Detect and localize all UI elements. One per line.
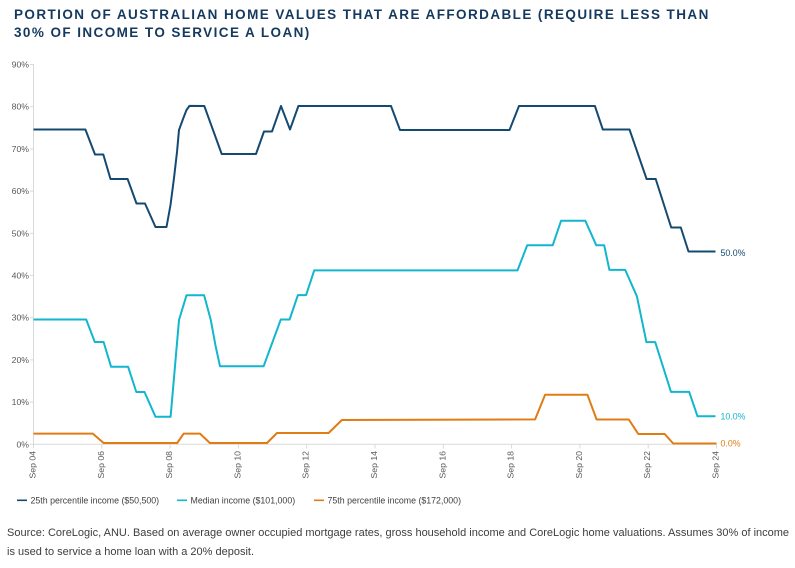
svg-text:20%: 20% — [12, 355, 30, 365]
svg-text:Sep 04: Sep 04 — [28, 451, 38, 479]
svg-text:Sep 18: Sep 18 — [506, 451, 516, 479]
svg-text:70%: 70% — [12, 144, 30, 154]
svg-text:75th percentile income ($172,0: 75th percentile income ($172,000) — [328, 495, 462, 505]
svg-text:25th percentile income ($50,50: 25th percentile income ($50,500) — [31, 495, 160, 505]
svg-text:90%: 90% — [12, 60, 30, 70]
svg-text:Sep 22: Sep 22 — [642, 451, 652, 479]
svg-text:80%: 80% — [12, 102, 30, 112]
svg-text:0.0%: 0.0% — [721, 439, 741, 449]
svg-text:40%: 40% — [12, 271, 30, 281]
svg-text:Sep 08: Sep 08 — [164, 451, 174, 479]
svg-text:Sep 12: Sep 12 — [301, 451, 311, 479]
svg-text:Sep 06: Sep 06 — [96, 451, 106, 479]
svg-text:Median income ($101,000): Median income ($101,000) — [191, 495, 296, 505]
svg-text:Sep 16: Sep 16 — [437, 451, 447, 479]
svg-text:Sep 10: Sep 10 — [232, 451, 242, 479]
svg-text:50%: 50% — [12, 228, 30, 238]
svg-text:30%: 30% — [12, 313, 30, 323]
svg-text:60%: 60% — [12, 186, 30, 196]
svg-text:50.0%: 50.0% — [721, 248, 746, 258]
svg-text:10%: 10% — [12, 397, 30, 407]
svg-text:0%: 0% — [16, 439, 29, 449]
svg-text:10.0%: 10.0% — [721, 412, 746, 422]
svg-text:Sep 14: Sep 14 — [369, 451, 379, 479]
svg-text:Sep 24: Sep 24 — [711, 451, 721, 479]
svg-text:Sep 20: Sep 20 — [574, 451, 584, 479]
